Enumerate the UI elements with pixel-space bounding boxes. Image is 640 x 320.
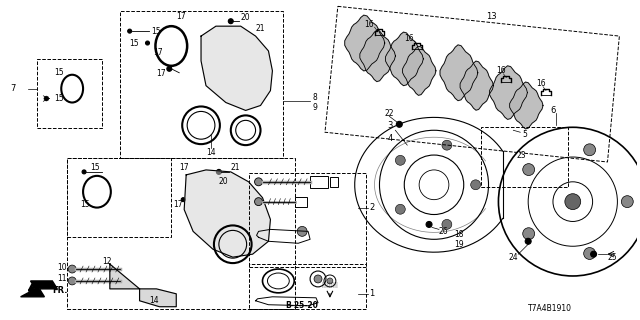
Polygon shape bbox=[460, 61, 493, 110]
Polygon shape bbox=[345, 15, 385, 71]
Text: 5: 5 bbox=[522, 130, 527, 139]
Polygon shape bbox=[440, 45, 478, 101]
Text: 8: 8 bbox=[312, 93, 317, 102]
Text: 22: 22 bbox=[385, 109, 394, 118]
Circle shape bbox=[216, 169, 221, 174]
Text: 7: 7 bbox=[11, 84, 16, 93]
Text: 25: 25 bbox=[607, 253, 617, 262]
Circle shape bbox=[523, 228, 534, 240]
Text: 15: 15 bbox=[152, 27, 161, 36]
Text: 21: 21 bbox=[231, 164, 240, 172]
Text: B-25-20: B-25-20 bbox=[285, 301, 318, 310]
Circle shape bbox=[82, 170, 86, 174]
Polygon shape bbox=[360, 30, 396, 82]
Circle shape bbox=[167, 66, 172, 71]
Polygon shape bbox=[201, 26, 273, 110]
Circle shape bbox=[314, 275, 322, 283]
Circle shape bbox=[44, 96, 49, 101]
Text: FR.: FR. bbox=[52, 286, 68, 295]
Text: T7A4B1910: T7A4B1910 bbox=[528, 304, 572, 313]
Bar bbox=[38, 59, 102, 128]
Text: 14: 14 bbox=[150, 296, 159, 305]
Circle shape bbox=[584, 248, 596, 260]
Text: 14: 14 bbox=[206, 148, 216, 156]
Bar bbox=[310, 176, 328, 188]
Text: 12: 12 bbox=[102, 257, 111, 266]
Text: 16: 16 bbox=[497, 66, 506, 75]
Text: 24: 24 bbox=[508, 253, 518, 262]
Polygon shape bbox=[509, 82, 543, 129]
Circle shape bbox=[523, 164, 534, 176]
Circle shape bbox=[145, 41, 150, 45]
Text: 3: 3 bbox=[387, 121, 393, 130]
Circle shape bbox=[470, 180, 481, 190]
Text: 21: 21 bbox=[255, 24, 265, 33]
Circle shape bbox=[442, 220, 452, 229]
Text: 1: 1 bbox=[369, 289, 375, 298]
Circle shape bbox=[128, 29, 132, 33]
Bar bbox=[481, 127, 568, 187]
Circle shape bbox=[584, 144, 596, 156]
Circle shape bbox=[181, 198, 185, 202]
Circle shape bbox=[228, 19, 233, 24]
Circle shape bbox=[396, 155, 405, 165]
Bar bbox=[248, 264, 365, 309]
Text: 16: 16 bbox=[365, 20, 374, 29]
Text: 19: 19 bbox=[454, 240, 463, 249]
Text: 4: 4 bbox=[387, 134, 393, 143]
Text: 20: 20 bbox=[241, 13, 250, 22]
Text: 15: 15 bbox=[130, 38, 140, 48]
Polygon shape bbox=[20, 281, 58, 297]
Text: 15: 15 bbox=[54, 94, 64, 103]
Circle shape bbox=[525, 238, 531, 244]
Text: 15: 15 bbox=[54, 68, 64, 77]
Bar bbox=[120, 11, 284, 158]
Circle shape bbox=[68, 277, 76, 285]
Circle shape bbox=[621, 196, 633, 208]
Circle shape bbox=[426, 221, 432, 228]
Text: 17: 17 bbox=[179, 164, 189, 172]
Circle shape bbox=[297, 227, 307, 236]
Text: 6: 6 bbox=[550, 106, 556, 115]
Polygon shape bbox=[184, 170, 271, 257]
Circle shape bbox=[565, 194, 580, 210]
Text: 17: 17 bbox=[173, 200, 183, 209]
Polygon shape bbox=[110, 264, 176, 307]
Bar bbox=[67, 158, 172, 237]
Text: 15: 15 bbox=[80, 200, 90, 209]
Circle shape bbox=[396, 121, 403, 127]
Text: 17: 17 bbox=[154, 48, 163, 57]
Bar bbox=[67, 158, 295, 309]
Text: 18: 18 bbox=[454, 230, 463, 239]
Bar bbox=[295, 197, 307, 207]
Circle shape bbox=[68, 265, 76, 273]
Text: 9: 9 bbox=[312, 103, 317, 112]
Circle shape bbox=[255, 198, 262, 206]
Circle shape bbox=[442, 140, 452, 150]
Text: 15: 15 bbox=[90, 164, 100, 172]
Text: 26: 26 bbox=[439, 227, 449, 236]
Text: 17: 17 bbox=[176, 12, 186, 21]
Bar bbox=[330, 177, 338, 187]
Text: 16: 16 bbox=[404, 34, 414, 43]
Text: 10: 10 bbox=[58, 263, 67, 272]
Text: 13: 13 bbox=[486, 12, 497, 21]
Text: 17: 17 bbox=[156, 69, 166, 78]
Text: 2: 2 bbox=[369, 203, 375, 212]
Text: 16: 16 bbox=[536, 79, 546, 88]
Text: 20: 20 bbox=[219, 177, 228, 186]
Polygon shape bbox=[490, 66, 527, 119]
Text: 23: 23 bbox=[516, 150, 526, 160]
Polygon shape bbox=[385, 32, 423, 86]
Circle shape bbox=[255, 178, 262, 186]
Text: 11: 11 bbox=[58, 275, 67, 284]
Polygon shape bbox=[403, 46, 436, 95]
Circle shape bbox=[396, 204, 405, 214]
Circle shape bbox=[327, 278, 333, 284]
Circle shape bbox=[591, 251, 596, 257]
Bar bbox=[248, 173, 365, 267]
